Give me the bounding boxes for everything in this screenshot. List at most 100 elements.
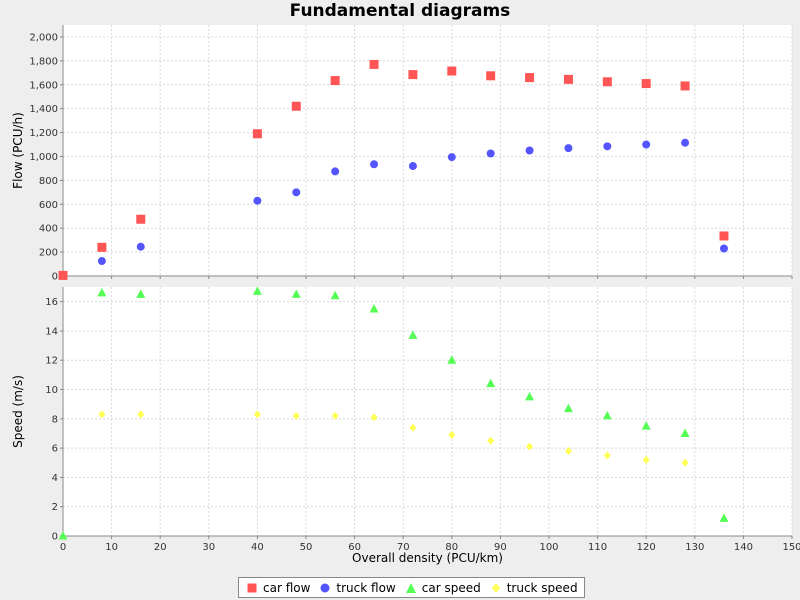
- truck-flow-point: [603, 142, 612, 151]
- y-tick-label: 400: [39, 224, 58, 235]
- car-flow-point: [486, 71, 496, 81]
- truck-flow-point: [486, 149, 495, 158]
- legend-label-car-flow: car flow: [263, 580, 311, 595]
- car-speed-point: [369, 303, 379, 313]
- legend-item-truck-flow: truck flow: [318, 580, 396, 595]
- truck-speed-point: [137, 410, 145, 419]
- y-tick-label: 4: [52, 473, 58, 484]
- diamond-marker-icon: [491, 582, 500, 593]
- legend-label-truck-flow: truck flow: [336, 580, 396, 595]
- car-speed-point: [563, 403, 573, 413]
- legend-label-car-speed: car speed: [421, 580, 481, 595]
- x-tick-label: 120: [637, 542, 656, 553]
- truck-flow-point: [97, 257, 106, 266]
- car-flow-point: [719, 231, 729, 241]
- x-tick-label: 40: [251, 542, 264, 553]
- y-tick-label: 1,200: [29, 128, 58, 139]
- y-axis-label: Flow (PCU/h): [11, 112, 25, 189]
- car-flow-point: [136, 214, 146, 224]
- car-speed-point: [447, 355, 457, 364]
- car-flow-point: [291, 101, 301, 111]
- truck-speed-point: [370, 413, 378, 422]
- car-flow-point: [408, 70, 418, 80]
- x-tick-label: 20: [154, 542, 167, 553]
- y-tick-label: 1,600: [29, 80, 58, 91]
- car-speed-point: [58, 531, 68, 540]
- y-tick-label: 200: [39, 248, 58, 259]
- y-tick-label: 0: [52, 272, 58, 283]
- legend-item-car-flow: car flow: [245, 581, 310, 595]
- square-marker-icon: [247, 583, 257, 592]
- legend-item-car-speed: car speed: [404, 581, 481, 595]
- car-flow-point: [525, 73, 535, 83]
- car-speed-point: [486, 378, 496, 388]
- y-tick-label: 8: [52, 414, 58, 425]
- y-tick-label: 800: [39, 176, 58, 187]
- x-tick-label: 30: [202, 542, 215, 553]
- y-tick-label: 2,000: [29, 32, 58, 43]
- car-flow-point: [602, 77, 612, 87]
- plot-background-1: [63, 25, 792, 276]
- car-flow-point: [252, 129, 262, 139]
- y-tick-label: 2: [52, 502, 58, 513]
- truck-speed-point: [526, 442, 534, 451]
- x-tick-label: 100: [539, 542, 558, 553]
- y-tick-label: 1,800: [29, 56, 58, 67]
- car-flow-point: [447, 66, 457, 76]
- truck-speed-point: [603, 451, 611, 460]
- truck-flow-point: [253, 196, 262, 205]
- truck-speed-point: [409, 423, 417, 432]
- car-flow-point: [369, 59, 379, 69]
- y-tick-label: 16: [45, 297, 58, 308]
- y-tick-label: 600: [39, 200, 58, 211]
- circle-marker-icon: [320, 583, 330, 592]
- x-tick-label: 140: [734, 542, 753, 553]
- truck-flow-point: [564, 144, 573, 153]
- car-speed-point: [525, 391, 535, 401]
- x-tick-label: 60: [348, 542, 361, 553]
- car-speed-point: [136, 289, 146, 298]
- car-flow-point: [680, 81, 690, 91]
- y-tick-label: 1,000: [29, 152, 58, 163]
- car-speed-point: [641, 421, 651, 430]
- truck-speed-point: [487, 436, 495, 445]
- legend-item-truck-speed: truck speed: [489, 581, 578, 595]
- x-tick-label: 90: [494, 542, 507, 553]
- truck-speed-point: [253, 410, 261, 419]
- legend: car flow truck flow car speed truck spee…: [238, 577, 585, 598]
- car-flow-point: [641, 79, 651, 89]
- plot-background-2: [63, 287, 792, 536]
- car-speed-point: [680, 428, 690, 437]
- truck-speed-point: [292, 411, 300, 420]
- truck-flow-point: [292, 188, 301, 197]
- truck-speed-point: [448, 430, 456, 439]
- legend-label-truck-speed: truck speed: [506, 580, 578, 595]
- car-flow-point: [58, 270, 68, 280]
- car-speed-point: [602, 410, 612, 420]
- truck-flow-point: [331, 167, 340, 176]
- x-tick-label: 70: [397, 542, 410, 553]
- x-tick-label: 50: [300, 542, 313, 553]
- x-tick-label: 130: [685, 542, 704, 553]
- car-flow-point: [330, 76, 340, 86]
- y-tick-label: 1,400: [29, 104, 58, 115]
- truck-speed-point: [642, 455, 650, 464]
- x-tick-label: 150: [782, 542, 800, 553]
- car-speed-point: [719, 513, 729, 522]
- car-flow-point: [563, 74, 573, 84]
- car-speed-point: [291, 289, 301, 298]
- y-axis-label: Speed (m/s): [11, 375, 25, 448]
- truck-flow-point: [525, 146, 534, 155]
- truck-flow-point: [136, 242, 145, 251]
- y-tick-label: 0: [52, 532, 58, 543]
- truck-speed-point: [331, 411, 339, 420]
- car-flow-point: [97, 242, 107, 252]
- truck-speed-point: [98, 410, 106, 419]
- truck-flow-point: [642, 140, 651, 149]
- truck-flow-point: [447, 153, 456, 162]
- x-tick-label: 10: [105, 542, 118, 553]
- x-tick-label: 80: [445, 542, 458, 553]
- chart-title: Fundamental diagrams: [289, 1, 511, 21]
- x-tick-label: 0: [60, 542, 66, 553]
